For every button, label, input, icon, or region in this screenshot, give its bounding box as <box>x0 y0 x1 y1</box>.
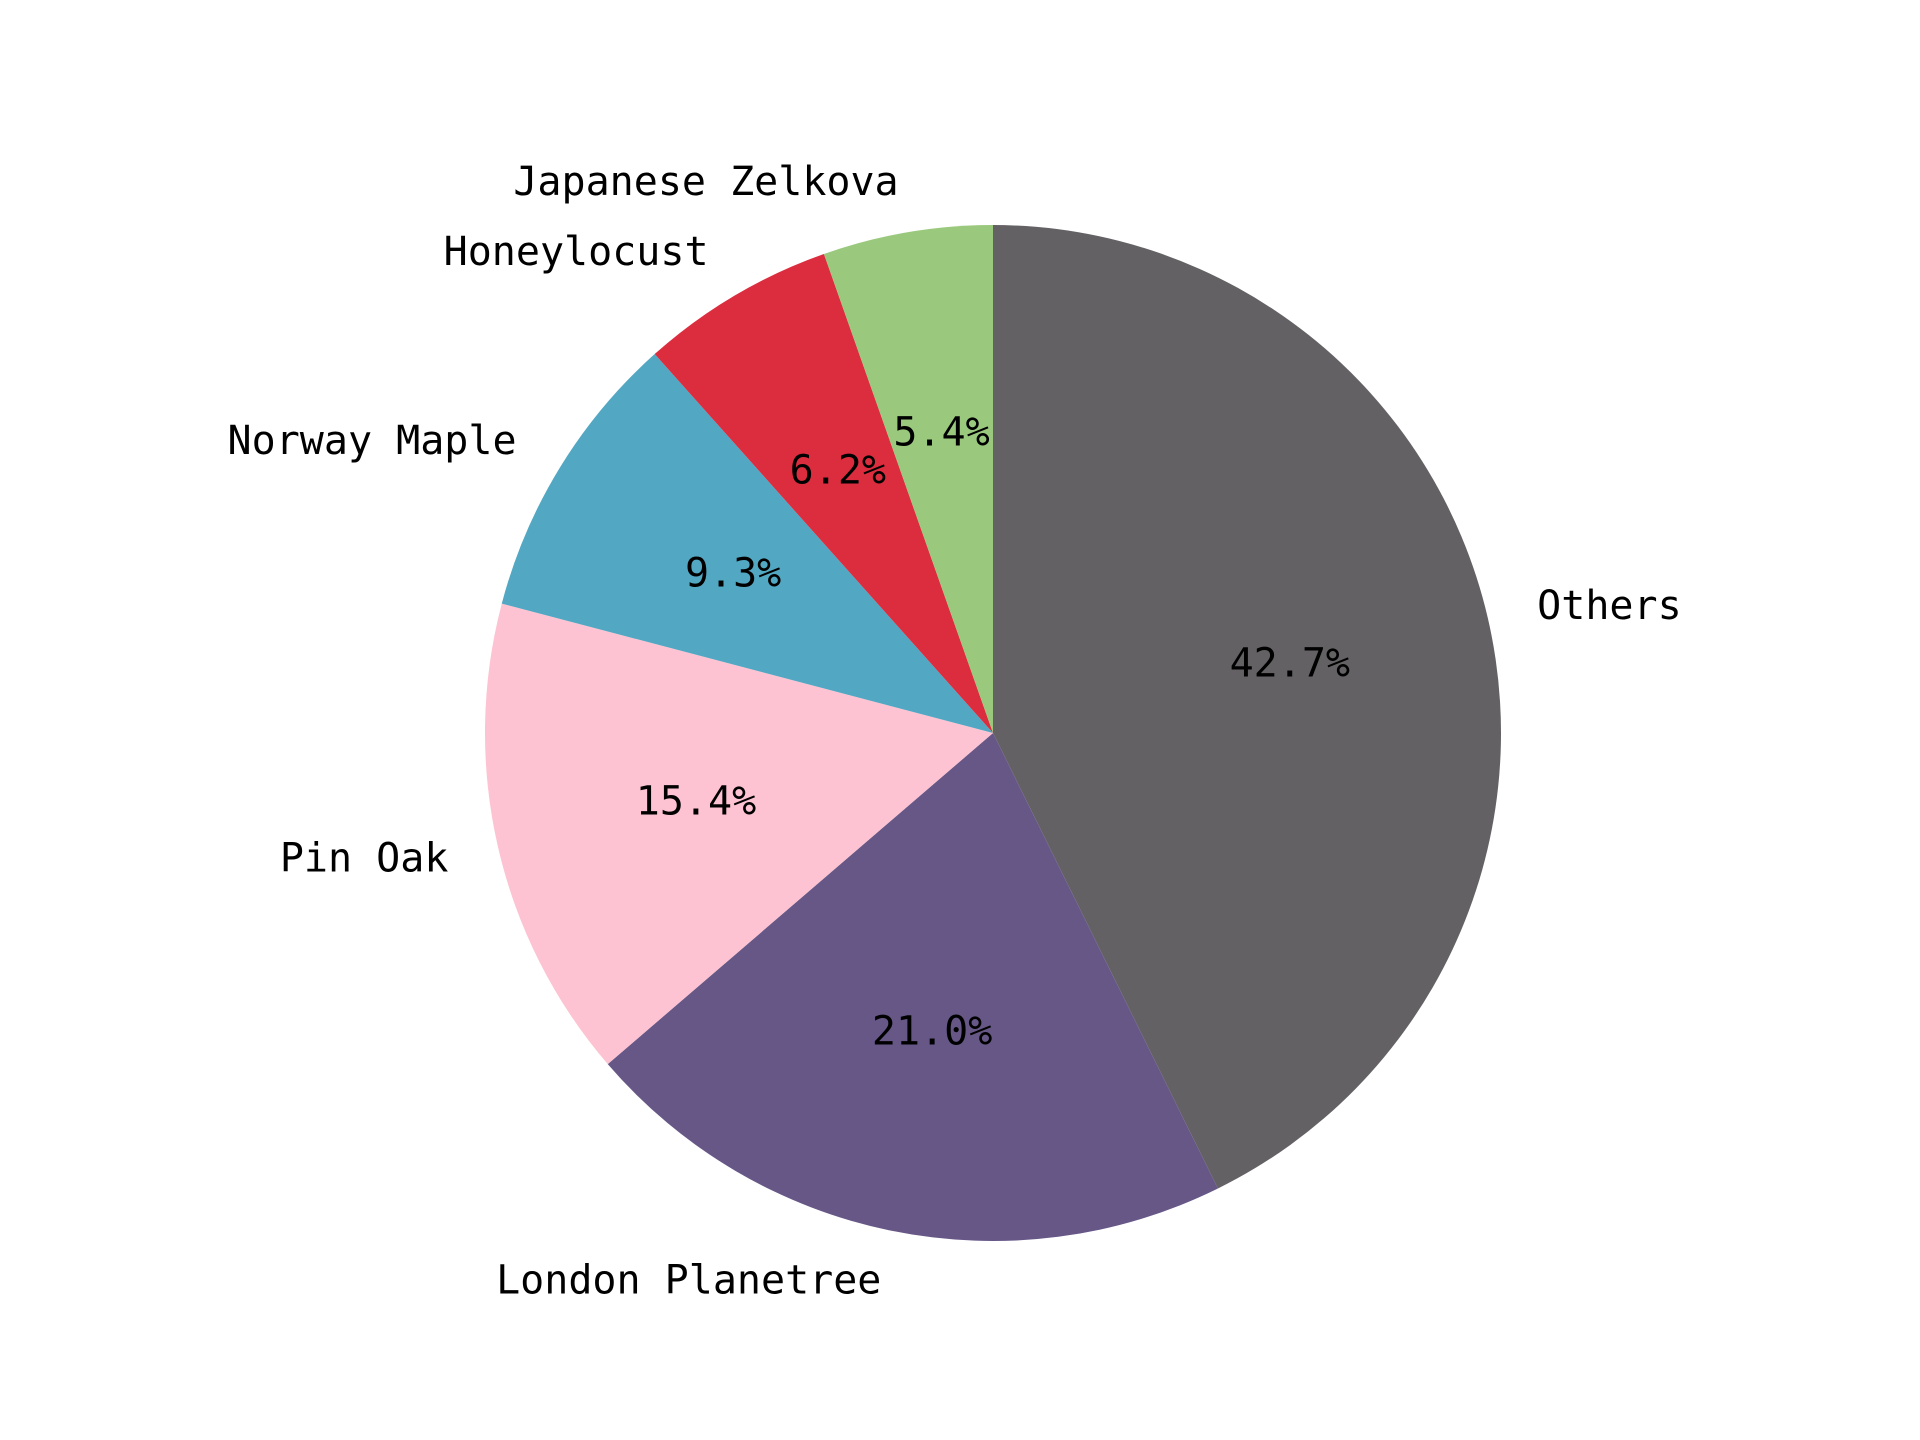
percent-label-london-planetree: 21.0% <box>872 1009 992 1055</box>
slice-label-norway-maple: Norway Maple <box>228 418 517 464</box>
slice-label-japanese-zelkova: Japanese Zelkova <box>513 159 898 205</box>
pie-slices <box>484 225 1501 1241</box>
pie-slice-london-planetree <box>607 733 1218 1241</box>
percent-label-japanese-zelkova: 5.4% <box>893 410 989 456</box>
pie-slice-norway-maple <box>501 354 993 733</box>
percent-label-others: 42.7% <box>1230 641 1350 687</box>
slice-label-others: Others <box>1537 583 1682 629</box>
slice-labels: Others London Planetree Pin Oak Norway Mapl… <box>228 159 1682 1303</box>
pie-slice-pin-oak <box>484 603 993 1065</box>
slice-label-london-planetree: London Planetree <box>496 1258 881 1304</box>
pie-slice-others <box>993 225 1501 1189</box>
percent-label-pin-oak: 15.4% <box>636 778 756 824</box>
percent-labels: 42.7% 21.0% 15.4% 9.3% 6.2%5.4% <box>636 410 1350 1055</box>
slice-label-honeylocust: Honeylocust <box>444 229 709 275</box>
percent-label-honeylocust: 6.2% <box>790 448 886 494</box>
pie-slice-japanese-zelkova <box>823 225 993 733</box>
slice-label-pin-oak: Pin Oak <box>280 835 449 881</box>
percent-label-norway-maple: 9.3% <box>685 551 781 597</box>
pie-slice-honeylocust <box>654 253 993 733</box>
